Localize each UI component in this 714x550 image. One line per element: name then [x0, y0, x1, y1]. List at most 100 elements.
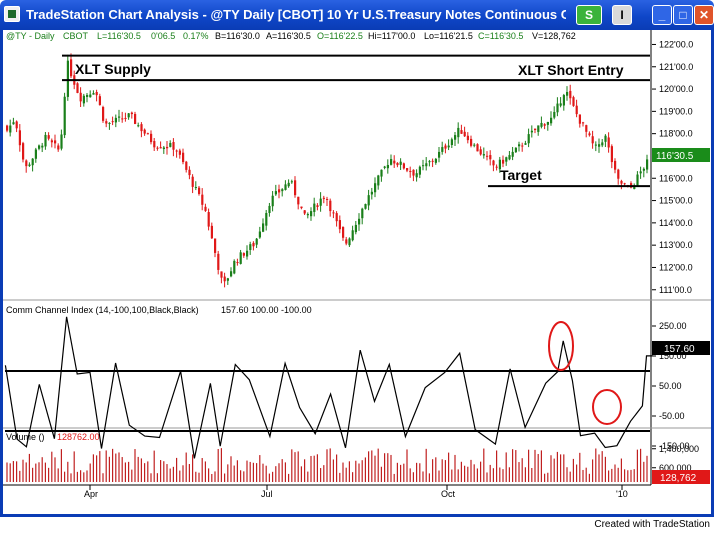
high-label: Hi=117'00.0 [368, 31, 415, 41]
x-tick-label: Jul [261, 489, 273, 499]
price-body [169, 143, 172, 147]
price-body [127, 113, 130, 118]
price-body [636, 174, 639, 186]
price-body [44, 134, 47, 147]
price-tick-label: 121'00.0 [659, 62, 693, 72]
price-tick-label: 118'00.0 [659, 129, 693, 139]
price-body [604, 135, 607, 142]
minimize-button[interactable]: _ [652, 5, 672, 25]
price-bars[interactable] [6, 53, 649, 288]
price-body [463, 131, 466, 137]
price-body [239, 252, 242, 264]
price-tick-label: 116'00.0 [659, 173, 693, 183]
price-body [63, 96, 66, 136]
price-body [527, 134, 530, 144]
cci-value-badge: 157.60 [664, 344, 695, 355]
price-body [415, 173, 418, 178]
short-entry-annotation[interactable]: XLT Short Entry [518, 62, 624, 78]
price-body [524, 143, 527, 145]
change-label: 0'06.5 [151, 31, 175, 41]
price-body [38, 145, 41, 149]
price-body [591, 136, 594, 144]
price-body [137, 125, 140, 127]
price-body [319, 198, 322, 206]
last-label: L=116'30.5 [97, 31, 141, 41]
price-body [223, 276, 226, 282]
price-tick-label: 120'00.0 [659, 84, 693, 94]
cci-levels[interactable] [5, 370, 650, 432]
price-body [559, 103, 562, 106]
cci-line[interactable] [4, 316, 654, 459]
price-body [159, 147, 162, 149]
price-body [495, 166, 498, 168]
price-body [534, 128, 537, 131]
price-body [102, 107, 105, 121]
price-body [34, 149, 37, 159]
volume-bars[interactable] [6, 448, 648, 482]
price-body [338, 220, 341, 230]
price-body [92, 93, 95, 95]
supply-annotation[interactable]: XLT Supply [75, 61, 151, 77]
volume-value-badge: 128,762 [660, 473, 697, 484]
price-body [342, 227, 345, 238]
i-button[interactable]: I [612, 5, 632, 25]
price-body [322, 197, 325, 199]
price-body [249, 244, 252, 250]
price-body [166, 146, 169, 149]
cci-badge-bg [652, 341, 710, 355]
price-body [233, 260, 236, 274]
price-body [50, 140, 53, 143]
volume-header-value: 128762.00 [57, 432, 100, 442]
close-button[interactable]: ✕ [694, 5, 714, 25]
price-body [518, 144, 521, 147]
price-body [89, 94, 92, 98]
price-body [438, 151, 441, 158]
price-body [28, 164, 31, 166]
price-header: @TY - Daily CBOT L=116'30.5 0'06.5 0.17%… [6, 31, 576, 41]
price-body [556, 103, 559, 113]
price-body [188, 169, 191, 176]
price-levels[interactable] [62, 54, 650, 188]
cci-bottom-highlight [592, 389, 622, 425]
price-body [623, 183, 626, 185]
price-body [306, 214, 309, 216]
price-body [444, 145, 447, 149]
window-titlebar[interactable]: TradeStation Chart Analysis - @TY Daily … [0, 0, 714, 30]
price-body [130, 112, 133, 115]
price-body [390, 159, 393, 165]
maximize-button[interactable]: □ [673, 5, 693, 25]
price-body [425, 163, 428, 167]
price-body [543, 124, 546, 126]
price-body [226, 278, 229, 281]
volume-badge-bg [652, 470, 710, 484]
last-price-badge-bg [652, 148, 710, 162]
price-body [297, 196, 300, 205]
price-body [335, 213, 338, 222]
price-body [508, 155, 511, 160]
price-body [460, 130, 463, 134]
price-body [118, 116, 121, 118]
price-body [454, 135, 457, 140]
chart-area[interactable]: 122'00.0 121'00.0 120'00.0 119'00.0 118'00.0… [0, 30, 714, 517]
price-body [466, 135, 469, 141]
price-body [361, 208, 364, 219]
s-button[interactable]: S [576, 5, 602, 25]
price-body [265, 212, 268, 226]
target-annotation[interactable]: Target [500, 167, 542, 183]
price-body [15, 121, 18, 129]
price-body [204, 206, 207, 211]
price-body [598, 144, 601, 147]
price-body [284, 184, 287, 190]
footer-text: Created with TradeStation [594, 519, 710, 530]
price-body [214, 238, 217, 253]
price-body [41, 145, 44, 148]
price-body [329, 200, 332, 212]
price-body [498, 159, 501, 170]
price-body [367, 195, 370, 206]
price-tick-label: 115'00.0 [659, 196, 693, 206]
price-body [220, 271, 223, 278]
price-body [470, 138, 473, 146]
symbol-label: @TY - Daily [6, 31, 55, 41]
price-body [537, 125, 540, 132]
price-body [482, 154, 485, 156]
